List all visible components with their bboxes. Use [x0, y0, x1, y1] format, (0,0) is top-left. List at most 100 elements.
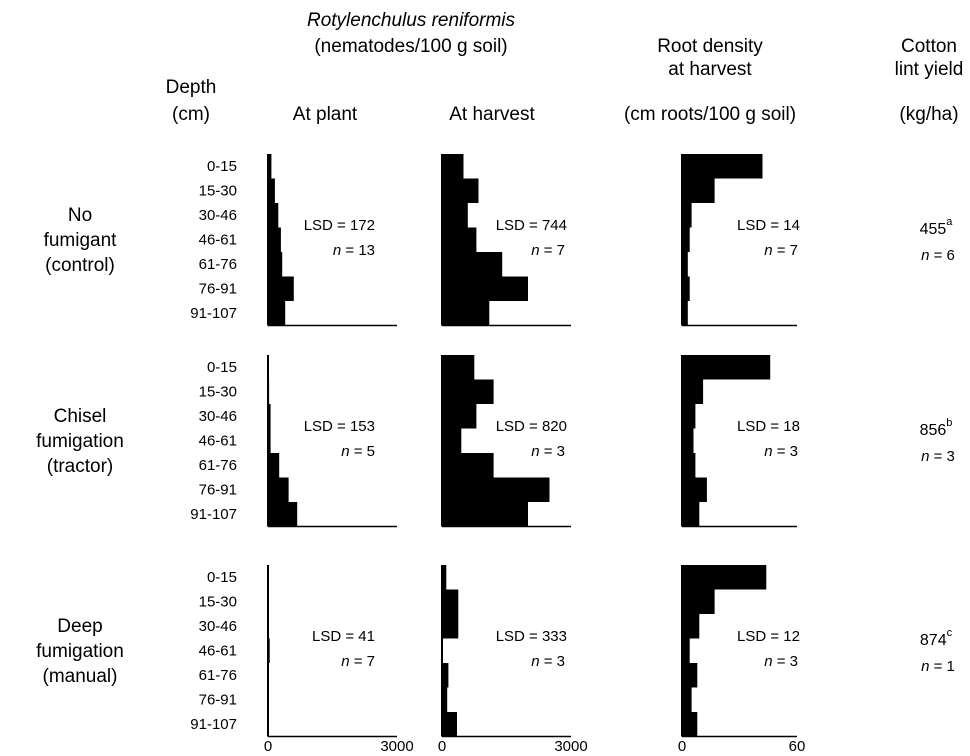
at_harvest-n-label: n = 7: [531, 242, 565, 259]
at_harvest-bar: [442, 477, 550, 502]
treatment-label: No: [68, 205, 92, 226]
at_plant-bar: [268, 428, 271, 453]
n-value: = 3: [929, 448, 954, 465]
at_harvest-bar: [442, 355, 475, 380]
depth-label: 76-91: [199, 482, 237, 499]
depth-label: 15-30: [199, 594, 237, 611]
n-value: = 13: [341, 242, 375, 259]
n-value: = 7: [350, 653, 375, 670]
n-value: = 3: [540, 653, 565, 670]
at_harvest-bar: [442, 301, 490, 326]
root-bar: [682, 203, 692, 228]
at_harvest-bar: [442, 663, 449, 688]
root-bar: [682, 252, 688, 277]
at_plant-bar: [268, 502, 298, 527]
yield-superscript: b: [946, 417, 952, 429]
root-lsd-label: LSD = 12: [737, 628, 800, 645]
yield-header-line2: lint yield: [895, 59, 964, 80]
at_harvest-bar: [442, 502, 528, 527]
n-value: = 7: [773, 242, 798, 259]
n-symbol: n: [531, 443, 539, 460]
at_harvest-n-label: n = 3: [531, 443, 565, 460]
n-symbol: n: [764, 242, 772, 259]
n-value: = 7: [540, 242, 565, 259]
at_plant-n-label: n = 7: [341, 653, 375, 670]
depth-label: 91-107: [190, 506, 237, 523]
treatment-label: fumigation: [36, 641, 124, 662]
at-harvest-header: At harvest: [449, 104, 535, 125]
at_plant-n-label: n = 13: [333, 242, 375, 259]
depth-label: 15-30: [199, 183, 237, 200]
at_harvest-bar: [442, 428, 462, 453]
depth-label: 61-76: [199, 667, 237, 684]
root-header-line1: Root density: [657, 36, 763, 57]
at_harvest-bar: [442, 227, 477, 252]
at_harvest-bar: [442, 687, 448, 712]
at_harvest-bar: [442, 404, 477, 429]
depth-label: 46-61: [199, 643, 237, 660]
depth-header-line2: (cm): [172, 104, 210, 125]
root-lsd-label: LSD = 18: [737, 418, 800, 435]
tick-at-plant-3000: 3000: [380, 738, 413, 755]
yield-superscript: a: [946, 216, 953, 228]
depth-label: 0-15: [207, 359, 237, 376]
root-n-label: n = 3: [764, 443, 798, 460]
depth-label: 30-46: [199, 408, 237, 425]
root-bar: [682, 227, 690, 252]
species-title: Rotylenchulus reniformis: [307, 10, 516, 31]
treatment-label: (tractor): [47, 456, 114, 477]
at_plant-lsd-label: LSD = 153: [304, 418, 375, 435]
treatment-label: fumigant: [44, 230, 118, 251]
root-bar: [682, 565, 767, 590]
yield-n-label: n = 3: [921, 448, 955, 465]
depth-label: 61-76: [199, 457, 237, 474]
root-n-label: n = 7: [764, 242, 798, 259]
at_harvest-bar: [442, 252, 503, 277]
root-lsd-label: LSD = 14: [737, 217, 800, 234]
n-symbol: n: [341, 653, 349, 670]
root-header-line3: (cm roots/100 g soil): [624, 104, 796, 125]
depth-label: 91-107: [190, 716, 237, 733]
tick-root-0: 0: [678, 738, 686, 755]
n-value: = 5: [350, 443, 375, 460]
n-symbol: n: [531, 242, 539, 259]
depth-label: 76-91: [199, 692, 237, 709]
at_harvest-lsd-label: LSD = 820: [496, 418, 567, 435]
at_harvest-bar: [442, 154, 464, 179]
yield-number: 874: [920, 632, 947, 649]
depth-label: 30-46: [199, 618, 237, 635]
root-bar: [682, 687, 692, 712]
depth-label: 46-61: [199, 232, 237, 249]
root-bar: [682, 477, 707, 502]
n-value: = 6: [929, 247, 954, 264]
at_plant-bar: [268, 203, 279, 228]
root-n-label: n = 3: [764, 653, 798, 670]
treatment-label: Deep: [57, 616, 102, 637]
root-bar: [682, 178, 715, 203]
n-symbol: n: [764, 653, 772, 670]
yield-value: 856b: [920, 417, 953, 439]
n-symbol: n: [764, 443, 772, 460]
yield-header-line1: Cotton: [901, 36, 957, 57]
depth-label: 15-30: [199, 384, 237, 401]
depth-label: 30-46: [199, 207, 237, 224]
at_harvest-bar: [442, 589, 459, 614]
n-symbol: n: [921, 247, 929, 264]
root-bar: [682, 638, 690, 663]
n-value: = 1: [929, 658, 954, 675]
treatment-label: Chisel: [54, 406, 107, 427]
at_harvest-lsd-label: LSD = 333: [496, 628, 567, 645]
root-bar: [682, 614, 700, 639]
yield-header-line3: (kg/ha): [899, 104, 958, 125]
yield-value: 455a: [920, 216, 954, 238]
at_harvest-bar: [442, 614, 459, 639]
root-bar: [682, 502, 700, 527]
at_plant-bar: [268, 154, 272, 179]
yield-n-label: n = 1: [921, 658, 955, 675]
root-bar: [682, 154, 763, 179]
at_plant-bar: [268, 178, 275, 203]
at_harvest-bar: [442, 565, 447, 590]
depth-label: 76-91: [199, 281, 237, 298]
at_plant-bar: [268, 252, 283, 277]
